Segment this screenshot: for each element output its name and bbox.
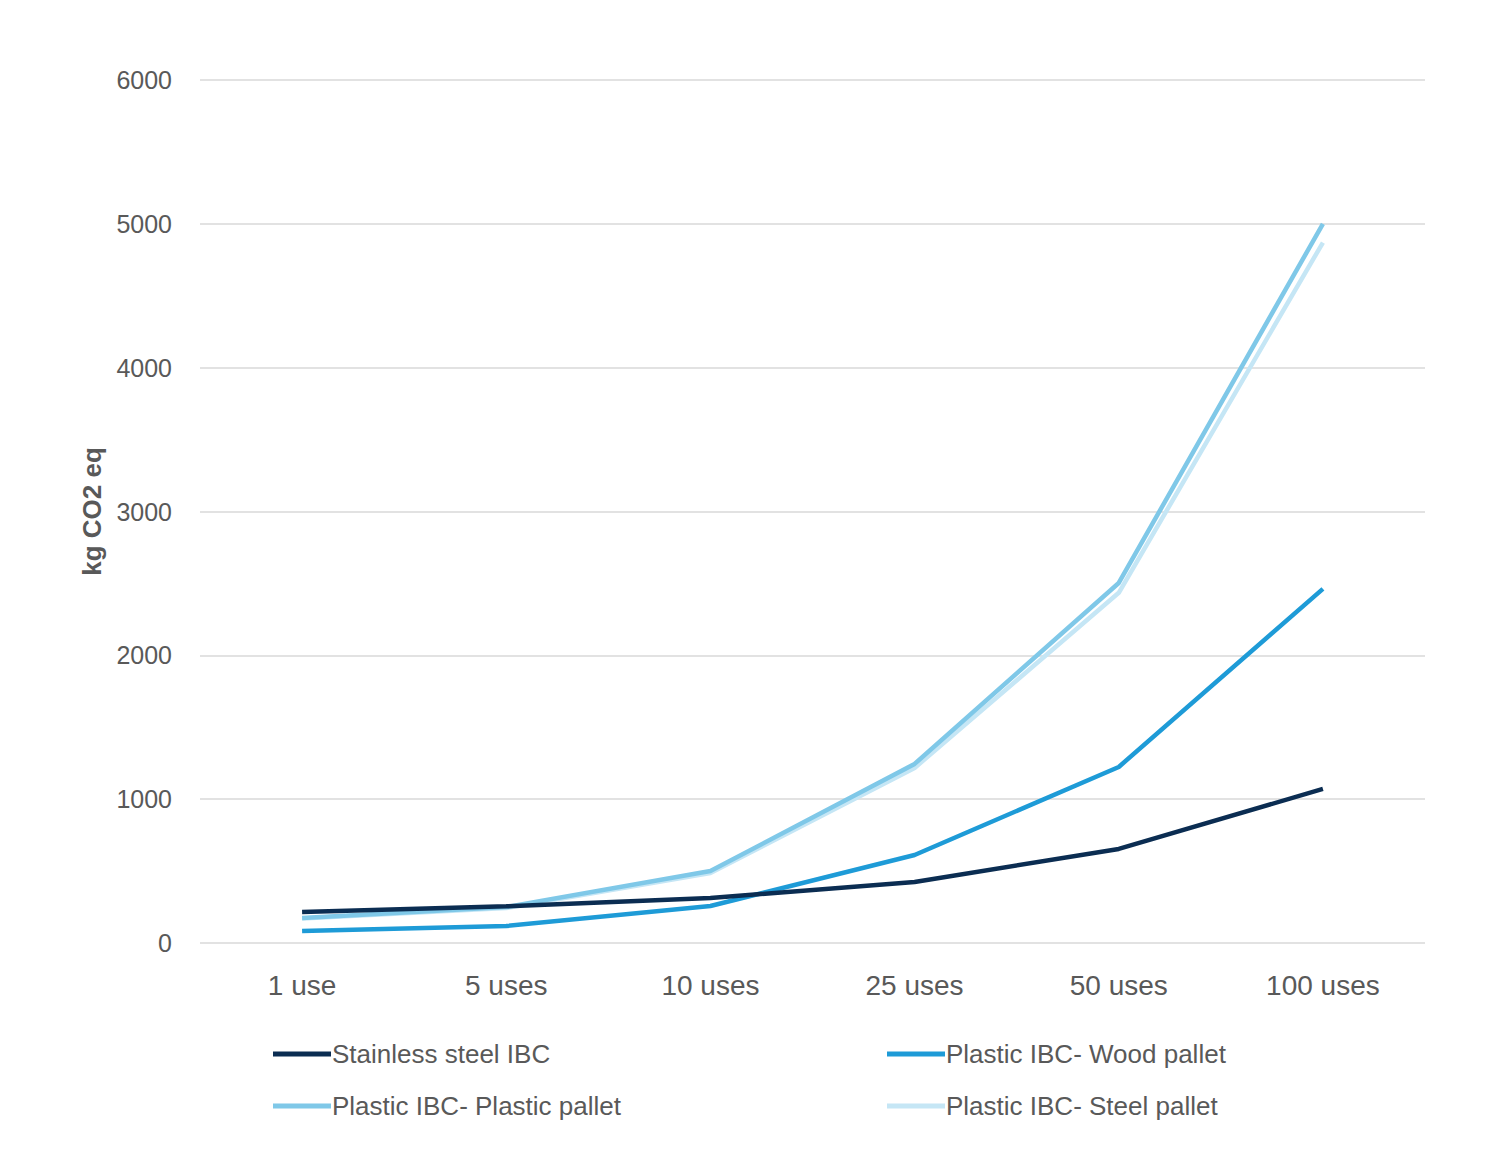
svg-text:2000: 2000 xyxy=(116,641,172,669)
svg-text:0: 0 xyxy=(158,929,172,957)
svg-text:Plastic IBC- Wood pallet: Plastic IBC- Wood pallet xyxy=(946,1039,1227,1069)
svg-text:1000: 1000 xyxy=(116,785,172,813)
svg-text:3000: 3000 xyxy=(116,498,172,526)
svg-text:5000: 5000 xyxy=(116,210,172,238)
svg-text:1 use: 1 use xyxy=(268,970,337,1001)
svg-text:kg CO2 eq: kg CO2 eq xyxy=(77,447,107,576)
svg-text:5 uses: 5 uses xyxy=(465,970,548,1001)
svg-text:10 uses: 10 uses xyxy=(661,970,759,1001)
svg-text:4000: 4000 xyxy=(116,354,172,382)
svg-text:6000: 6000 xyxy=(116,66,172,94)
svg-text:Stainless steel IBC: Stainless steel IBC xyxy=(332,1039,550,1069)
svg-text:Plastic IBC- Steel pallet: Plastic IBC- Steel pallet xyxy=(946,1091,1218,1121)
svg-text:Plastic IBC- Plastic pallet: Plastic IBC- Plastic pallet xyxy=(332,1091,622,1121)
svg-text:100 uses: 100 uses xyxy=(1266,970,1380,1001)
svg-text:50 uses: 50 uses xyxy=(1070,970,1168,1001)
svg-text:25 uses: 25 uses xyxy=(866,970,964,1001)
